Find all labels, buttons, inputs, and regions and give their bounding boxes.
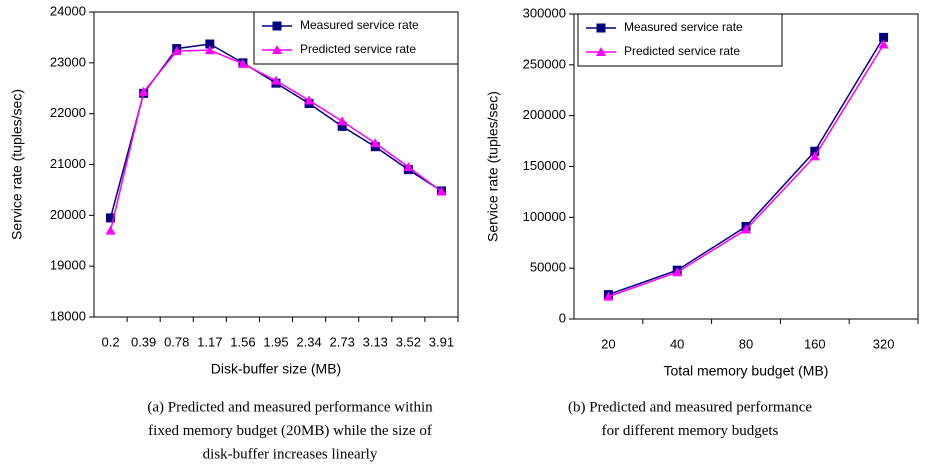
x-tick-label: 320: [873, 336, 895, 351]
y-tick-label: 300000: [523, 5, 566, 20]
series-line: [109, 43, 442, 219]
x-tick-label: 0.2: [102, 334, 120, 349]
x-tick-label: 80: [739, 336, 753, 351]
x-tick-label: 2.34: [296, 334, 321, 349]
marker: [603, 291, 614, 301]
marker: [138, 86, 149, 96]
x-tick-label: 1.95: [263, 334, 288, 349]
marker: [106, 213, 116, 223]
y-tick-label: 250000: [523, 56, 566, 71]
marker: [204, 45, 215, 55]
marker: [672, 267, 683, 277]
marker: [878, 39, 889, 49]
x-tick-label: 1.56: [230, 334, 255, 349]
marker: [271, 75, 281, 85]
marker: [337, 121, 347, 131]
x-tick-label: 20: [601, 336, 615, 351]
x-tick-label: 0.78: [164, 334, 189, 349]
caption: for different memory budgets: [602, 423, 779, 439]
legend: [577, 13, 783, 67]
marker: [171, 46, 182, 56]
marker: [879, 32, 889, 42]
x-axis-label: Total memory budget (MB): [664, 363, 829, 379]
y-axis-label: Service rate (tuples/sec): [9, 89, 25, 240]
series-line: [608, 36, 885, 296]
caption: disk-buffer increases linearly: [203, 446, 378, 462]
y-tick-label: 200000: [523, 107, 566, 122]
y-tick-label: 18000: [50, 308, 86, 323]
caption: fixed memory budget (20MB) while the siz…: [148, 423, 432, 439]
marker: [205, 39, 215, 49]
y-axis-label: Service rate (tuples/sec): [485, 91, 501, 242]
caption: (b) Predicted and measured performance: [568, 399, 812, 415]
y-tick-label: 100000: [523, 209, 566, 224]
y-tick-label: 50000: [530, 260, 566, 275]
y-tick-label: 20000: [50, 207, 86, 222]
x-tick-label: 3.91: [429, 334, 454, 349]
x-tick-label: 2.73: [330, 334, 355, 349]
y-tick-label: 19000: [50, 258, 86, 273]
caption: (a) Predicted and measured performance w…: [147, 399, 433, 415]
legend-marker: [272, 45, 282, 54]
marker: [810, 146, 820, 156]
y-tick-label: 21000: [50, 156, 86, 171]
marker: [237, 58, 248, 68]
y-tick-label: 150000: [523, 158, 566, 173]
x-tick-label: 0.39: [131, 334, 156, 349]
marker: [403, 162, 414, 172]
legend-marker: [272, 21, 282, 31]
legend-label: Measured service rate: [300, 18, 419, 32]
x-tick-label: 40: [670, 336, 684, 351]
y-tick-label: 24000: [50, 3, 86, 18]
x-axis-label: Disk-buffer size (MB): [211, 361, 341, 377]
y-tick-label: 23000: [50, 54, 86, 69]
marker: [370, 138, 381, 148]
legend-label: Predicted service rate: [300, 42, 416, 56]
marker: [337, 116, 348, 126]
legend-label: Predicted service rate: [624, 44, 740, 58]
x-tick-label: 3.13: [363, 334, 388, 349]
marker: [741, 224, 751, 234]
marker: [809, 151, 820, 161]
legend-marker: [596, 23, 606, 33]
marker: [105, 225, 116, 235]
series-line: [608, 44, 885, 298]
legend-label: Measured service rate: [624, 20, 743, 34]
marker: [304, 95, 315, 105]
x-tick-label: 1.17: [197, 334, 222, 349]
legend-marker: [596, 47, 606, 56]
y-tick-label: 0: [559, 310, 566, 325]
legend: [253, 11, 459, 65]
y-tick-label: 22000: [50, 105, 86, 120]
marker: [436, 186, 447, 196]
x-tick-label: 160: [804, 336, 826, 351]
x-tick-label: 3.52: [396, 334, 421, 349]
